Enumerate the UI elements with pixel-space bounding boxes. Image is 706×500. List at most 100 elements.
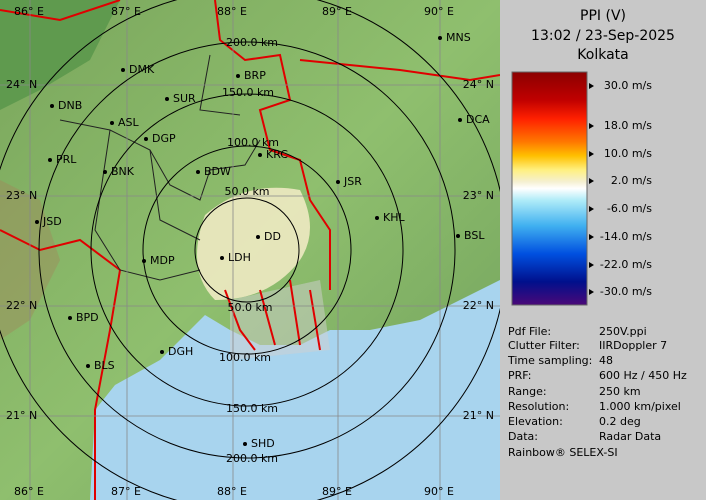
range-ring-label: 50.0 km [224, 185, 269, 198]
panel-title: PPI (V) [580, 8, 626, 24]
lon-label: 88° E [217, 5, 247, 18]
city-dot [144, 137, 148, 141]
legend-label: 18.0 m/s [604, 119, 652, 132]
info-value: Radar Data [599, 430, 661, 443]
city-dot [103, 170, 107, 174]
range-ring-label: 150.0 km [222, 86, 274, 99]
city-dot [35, 220, 39, 224]
city-label: JSD [42, 215, 62, 228]
city-dot [121, 68, 125, 72]
info-label: Pdf File: [508, 325, 551, 338]
range-rings [0, 0, 500, 500]
city-dot [375, 216, 379, 220]
legend-arrow [589, 123, 594, 129]
info-label: Time sampling: [507, 354, 592, 367]
range-ring-label: 200.0 km [226, 36, 278, 49]
city-label: BSL [464, 229, 485, 242]
city-dot [243, 442, 247, 446]
city-label: SHD [251, 437, 275, 450]
city-label: DGP [152, 132, 176, 145]
lon-label: 87° E [111, 485, 141, 498]
city-label: DNB [58, 99, 82, 112]
city-label: DMK [129, 63, 155, 76]
range-ring-label: 100.0 km [227, 136, 279, 149]
city-label: MDP [150, 254, 175, 267]
lat-label: 22° N [463, 299, 494, 312]
legend-label: -30.0 m/s [600, 285, 652, 298]
legend-label: -14.0 m/s [600, 230, 652, 243]
info-label: Resolution: [508, 400, 569, 413]
lat-label: 23° N [6, 189, 37, 202]
lat-label: 24° N [6, 78, 37, 91]
city-dot [50, 104, 54, 108]
lon-label: 89° E [322, 485, 352, 498]
city-label: DGH [168, 345, 193, 358]
lat-label: 24° N [463, 78, 494, 91]
info-label: PRF: [508, 369, 531, 382]
legend-arrow [589, 83, 594, 89]
city-label: BPD [76, 311, 99, 324]
info-value: 250V.ppi [599, 325, 647, 338]
lon-label: 88° E [217, 485, 247, 498]
city-label: DD [264, 230, 281, 243]
range-ring-label: 50.0 km [227, 301, 272, 314]
panel-datetime: 13:02 / 23-Sep-2025 [531, 28, 675, 44]
legend-label: 30.0 m/s [604, 79, 652, 92]
lat-label: 21° N [6, 409, 37, 422]
city-dot [458, 118, 462, 122]
city-dot [258, 153, 262, 157]
panel-station: Kolkata [577, 47, 628, 63]
lon-label: 86° E [14, 5, 44, 18]
city-label: PRL [56, 153, 77, 166]
graticule [0, 0, 500, 500]
info-label: Range: [508, 385, 547, 398]
legend-label: 2.0 m/s [611, 174, 652, 187]
lat-label: 23° N [463, 189, 494, 202]
lon-label: 86° E [14, 485, 44, 498]
city-label: BRP [244, 69, 266, 82]
city-dot [165, 97, 169, 101]
sea [90, 280, 500, 500]
city-label: JSR [343, 175, 362, 188]
city-label: BNK [111, 165, 135, 178]
lat-label: 22° N [6, 299, 37, 312]
lat-label: 21° N [463, 409, 494, 422]
info-label: Data: [508, 430, 538, 443]
info-value: 0.2 deg [599, 415, 641, 428]
range-ring-label: 100.0 km [219, 351, 271, 364]
legend-label: 10.0 m/s [604, 147, 652, 160]
lon-label: 90° E [424, 485, 454, 498]
legend-arrow [589, 206, 594, 212]
legend-label: -22.0 m/s [600, 258, 652, 271]
footer: Rainbow® SELEX-SI [508, 446, 618, 459]
legend-arrow [589, 289, 594, 295]
city-label: DCA [466, 113, 490, 126]
city-dot [86, 364, 90, 368]
color-bar [511, 71, 588, 306]
lon-label: 89° E [322, 5, 352, 18]
map: 86° E 86° E 87° E 87° E 88° E 88° E 89° E 89° E… [0, 0, 500, 500]
range-ring-label: 200.0 km [226, 452, 278, 465]
info-value: 600 Hz / 450 Hz [599, 369, 687, 382]
info-label: Elevation: [508, 415, 563, 428]
city-dot [220, 256, 224, 260]
city-dot [236, 74, 240, 78]
city-label: LDH [228, 251, 251, 264]
legend-label: -6.0 m/s [607, 202, 652, 215]
city-label: MNS [446, 31, 471, 44]
city-label: KRC [266, 148, 288, 161]
city-label: ASL [118, 116, 140, 129]
legend-arrow [589, 151, 594, 157]
city-dot [336, 180, 340, 184]
city-dot [68, 316, 72, 320]
lon-label: 90° E [424, 5, 454, 18]
city-label: KHL [383, 211, 405, 224]
info-value: 48 [599, 354, 613, 367]
legend-arrow [589, 234, 594, 240]
info-value: 250 km [599, 385, 641, 398]
city-dot [142, 259, 146, 263]
city-dot [196, 170, 200, 174]
city-label: BDW [204, 165, 231, 178]
lon-label: 87° E [111, 5, 141, 18]
